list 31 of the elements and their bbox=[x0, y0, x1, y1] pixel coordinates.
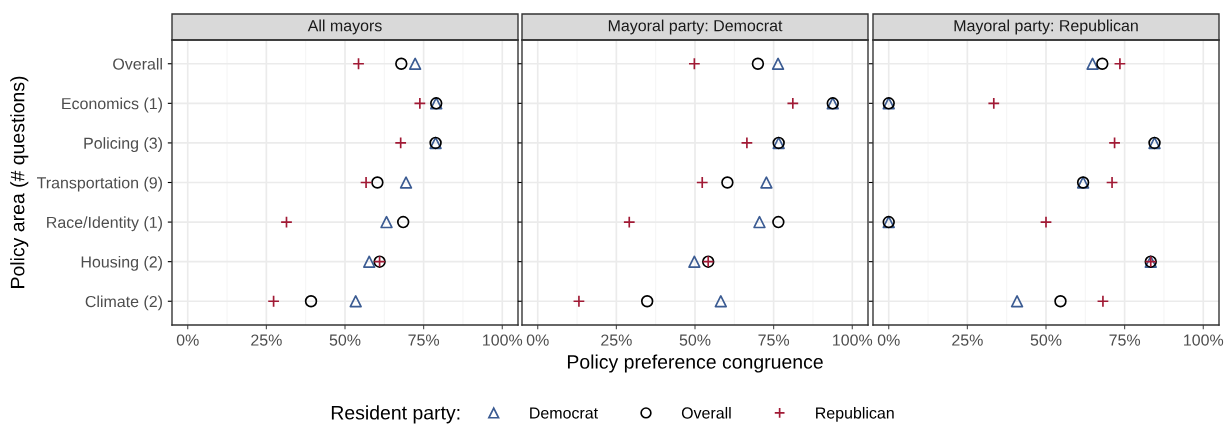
x-tick-label: 75% bbox=[408, 334, 440, 346]
y-tick-label: Housing (2) bbox=[81, 255, 162, 271]
y-tick-label: Climate (2) bbox=[85, 295, 162, 311]
x-tick-label: 25% bbox=[952, 334, 983, 346]
x-axis-title: Policy preference congruence bbox=[567, 354, 823, 373]
chart-title: All mayors bbox=[307, 19, 382, 35]
x-tick-label: 0% bbox=[877, 334, 900, 346]
legend-label: Overall bbox=[681, 406, 731, 419]
x-tick-label: 0% bbox=[526, 334, 549, 346]
x-tick-label: 50% bbox=[679, 334, 711, 346]
x-tick-label: 25% bbox=[601, 334, 632, 346]
x-tick-label: 100% bbox=[483, 334, 523, 346]
y-axis-title: Policy area (# questions) bbox=[10, 76, 29, 288]
x-tick-label: 0% bbox=[176, 334, 199, 346]
y-tick-label: Race/Identity (1) bbox=[47, 216, 162, 232]
legend-label: Democrat bbox=[530, 407, 598, 419]
x-tick-label: 50% bbox=[1030, 334, 1062, 346]
x-tick-label: 100% bbox=[1184, 334, 1224, 346]
x-tick-label: 25% bbox=[251, 334, 282, 346]
x-tick-label: 75% bbox=[758, 334, 790, 346]
x-tick-label: 75% bbox=[1109, 334, 1141, 346]
legend-title: Resident party: bbox=[331, 405, 460, 424]
y-tick-label: Economics (1) bbox=[62, 97, 162, 113]
x-tick-label: 100% bbox=[833, 334, 873, 346]
legend-label: Republican bbox=[816, 406, 894, 422]
y-tick-label: Transportation (9) bbox=[37, 176, 162, 192]
y-tick-label: Policing (3) bbox=[84, 137, 162, 153]
x-tick-label: 50% bbox=[329, 334, 361, 346]
y-tick-label: Overall bbox=[113, 57, 162, 70]
chart-title: Mayoral party: Democrat bbox=[608, 19, 783, 35]
chart-title: Mayoral party: Republican bbox=[954, 19, 1138, 35]
